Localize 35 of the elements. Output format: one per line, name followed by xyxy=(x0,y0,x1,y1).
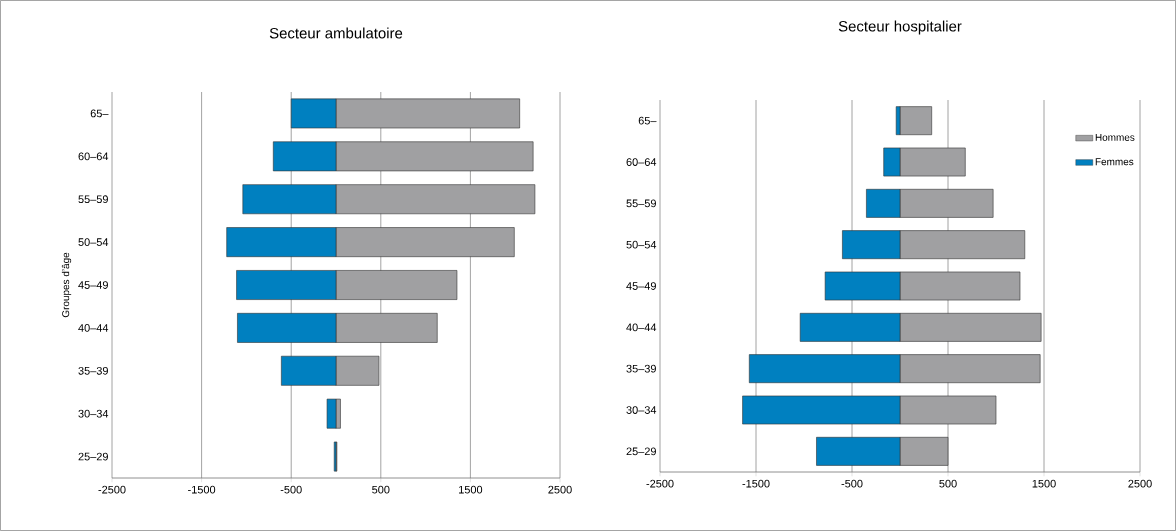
y-tick-label: 45–49 xyxy=(78,281,108,289)
y-tick-label: 40–44 xyxy=(78,324,109,332)
legend-label: Femmes xyxy=(1095,158,1134,166)
y-tick-label: 50–54 xyxy=(626,240,657,249)
x-tick-label: 1500 xyxy=(1032,479,1056,488)
x-tick-label: 1500 xyxy=(459,485,483,494)
y-tick-label: 30–34 xyxy=(78,409,109,418)
y-tick-label: 25–29 xyxy=(626,447,656,456)
x-tick-label: -1500 xyxy=(742,479,770,488)
y-tick-label: 35–39 xyxy=(626,364,656,373)
y-tick-label: 50–54 xyxy=(78,238,109,246)
x-tick-label: -500 xyxy=(280,485,302,494)
x-tick-label: 2500 xyxy=(548,485,572,494)
x-tick-label: 500 xyxy=(372,485,390,494)
y-tick-label: 60–64 xyxy=(626,158,657,166)
y-tick-label: 35–39 xyxy=(78,366,108,375)
chart-title: Secteur hospitalier xyxy=(838,20,962,35)
y-tick-label: 30–34 xyxy=(626,406,657,414)
y-tick-label: 25–29 xyxy=(78,452,108,461)
y-tick-label: 55–59 xyxy=(626,199,656,208)
y-tick-label: 65– xyxy=(90,109,109,118)
x-tick-label: -1500 xyxy=(188,485,216,494)
y-tick-label: 45–49 xyxy=(626,282,656,290)
y-tick-label: 55–59 xyxy=(78,195,108,204)
x-tick-label: 500 xyxy=(939,479,957,488)
y-tick-label: 60–64 xyxy=(78,152,109,161)
y-tick-label: 65– xyxy=(638,116,657,125)
legend-label: Hommes xyxy=(1095,133,1135,141)
x-tick-label: -2500 xyxy=(646,479,674,488)
x-tick-label: -2500 xyxy=(98,485,126,494)
y-axis-title: Groupes d’âge xyxy=(61,252,72,318)
x-tick-label: 2500 xyxy=(1128,479,1152,488)
y-tick-label: 40–44 xyxy=(626,323,657,332)
x-tick-label: -500 xyxy=(841,479,863,488)
chart-title: Secteur ambulatoire xyxy=(269,27,403,39)
